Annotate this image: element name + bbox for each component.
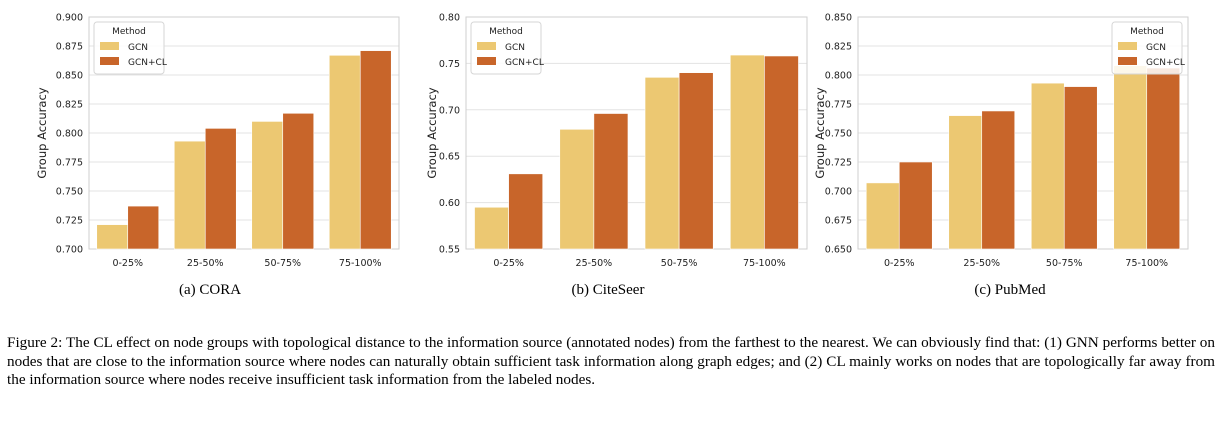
- y-tick-label: 0.700: [56, 245, 83, 256]
- figure-caption: Figure 2: The CL effect on node groups w…: [7, 334, 1215, 389]
- bar-gcn-cl-1: [593, 113, 629, 250]
- legend: Method GCN GCN+CL: [93, 21, 167, 75]
- x-tick-label: 50-75%: [264, 258, 301, 269]
- legend-title: Method: [489, 27, 523, 37]
- y-tick-label: 0.65: [439, 152, 460, 163]
- caption-pubmed: (c) PubMed: [974, 282, 1046, 298]
- bar-gcn-0: [96, 224, 129, 250]
- axes-frame: [88, 16, 400, 250]
- bar-gcn-cl-3: [1146, 67, 1181, 250]
- x-tick-label: 25-50%: [963, 258, 1000, 269]
- y-tick-label: 0.775: [825, 100, 852, 111]
- y-tick-label: 0.800: [56, 129, 83, 140]
- bar-gcn-3: [328, 54, 361, 250]
- y-tick-label: 0.70: [439, 105, 460, 116]
- bar-gcn-cl-2: [282, 112, 315, 250]
- x-tick-label: 0-25%: [884, 258, 915, 269]
- legend-label: GCN+CL: [1146, 58, 1185, 68]
- bar-gcn-0: [865, 182, 900, 250]
- legend-swatch: [100, 57, 119, 65]
- bar-gcn-cl-1: [981, 110, 1016, 250]
- y-tick-label: 0.725: [825, 158, 852, 169]
- bar-gcn-cl-1: [204, 128, 237, 250]
- y-tick-label: 0.60: [439, 198, 460, 209]
- caption-citeseer: (b) CiteSeer: [571, 282, 645, 298]
- x-tick-label: 25-50%: [576, 258, 613, 269]
- legend-label: GCN+CL: [128, 58, 167, 68]
- y-tick-label: 0.750: [56, 187, 83, 198]
- legend-label: GCN: [128, 43, 148, 53]
- bar-gcn-2: [251, 121, 284, 250]
- y-tick-label: 0.875: [56, 42, 83, 53]
- bar-gcn-cl-0: [898, 161, 933, 250]
- bar-gcn-3: [1113, 65, 1148, 250]
- y-tick-label: 0.775: [56, 158, 83, 169]
- legend-swatch: [1118, 57, 1137, 65]
- y-tick-label: 0.825: [56, 100, 83, 111]
- legend-swatch: [477, 42, 496, 50]
- bar-gcn-1: [948, 115, 983, 250]
- y-tick-label: 0.725: [56, 216, 83, 227]
- bar-gcn-2: [644, 77, 680, 250]
- x-tick-label: 75-100%: [1125, 258, 1168, 269]
- y-tick-label: 0.700: [825, 187, 852, 198]
- y-axis-label: Group Accuracy: [35, 87, 49, 178]
- bar-gcn-cl-2: [678, 72, 714, 250]
- y-tick-label: 0.75: [439, 59, 460, 70]
- y-tick-label: 0.750: [825, 129, 852, 140]
- axes-frame: [857, 16, 1189, 250]
- x-tick-label: 50-75%: [1046, 258, 1083, 269]
- y-tick-label: 0.675: [825, 216, 852, 227]
- bar-gcn-cl-0: [127, 205, 160, 250]
- y-tick-label: 0.850: [56, 71, 83, 82]
- x-tick-label: 0-25%: [493, 258, 524, 269]
- bar-gcn-3: [729, 54, 765, 250]
- y-tick-label: 0.900: [56, 13, 83, 24]
- bar-gcn-2: [1030, 82, 1065, 250]
- caption-cora: (a) CORA: [178, 282, 242, 298]
- axes-frame: [465, 16, 808, 250]
- chart-pubmed: 0.650 0.675 0.700 0.725 0.750 0.775 0.800 0.825…: [808, 4, 1218, 304]
- y-tick-label: 0.55: [439, 245, 460, 256]
- x-tick-label: 25-50%: [187, 258, 224, 269]
- y-tick-label: 0.850: [825, 13, 852, 24]
- y-axis-label: Group Accuracy: [813, 87, 827, 178]
- y-tick-label: 0.650: [825, 245, 852, 256]
- plot-area: 0.700 0.725 0.750 0.775 0.800 0.825 0.850 0.875…: [35, 13, 400, 269]
- bar-gcn-1: [559, 128, 595, 250]
- chart-cora: 0.700 0.725 0.750 0.775 0.800 0.825 0.850 0.875…: [0, 4, 410, 304]
- legend-title: Method: [112, 27, 146, 37]
- bar-gcn-cl-0: [508, 173, 544, 250]
- legend: Method GCN GCN+CL: [470, 21, 544, 75]
- y-tick-label: 0.80: [439, 13, 460, 24]
- x-tick-label: 0-25%: [112, 258, 143, 269]
- bar-gcn-cl-3: [764, 55, 799, 250]
- y-axis-label: Group Accuracy: [425, 87, 439, 178]
- x-tick-label: 75-100%: [743, 258, 786, 269]
- y-tick-label: 0.825: [825, 42, 852, 53]
- legend-swatch: [100, 42, 119, 50]
- legend-title: Method: [1130, 27, 1164, 37]
- bar-gcn-1: [173, 140, 206, 250]
- bar-gcn-0: [474, 206, 509, 250]
- legend-swatch: [477, 57, 496, 65]
- legend-label: GCN: [505, 43, 525, 53]
- y-tick-label: 0.800: [825, 71, 852, 82]
- x-tick-label: 50-75%: [661, 258, 698, 269]
- chart-citeseer: 0.55 0.60 0.65 0.70 0.75 0.80 Group Accuracy 0-…: [407, 4, 817, 304]
- legend-label: GCN+CL: [505, 58, 544, 68]
- bar-gcn-cl-3: [359, 50, 392, 250]
- plot-area: 0.55 0.60 0.65 0.70 0.75 0.80 Group Accuracy 0-…: [425, 13, 808, 269]
- legend: Method GCN GCN+CL: [1111, 21, 1185, 75]
- bar-gcn-cl-2: [1063, 86, 1098, 250]
- x-tick-label: 75-100%: [339, 258, 382, 269]
- legend-label: GCN: [1146, 43, 1166, 53]
- legend-swatch: [1118, 42, 1137, 50]
- plot-area: 0.650 0.675 0.700 0.725 0.750 0.775 0.800 0.825…: [813, 13, 1189, 269]
